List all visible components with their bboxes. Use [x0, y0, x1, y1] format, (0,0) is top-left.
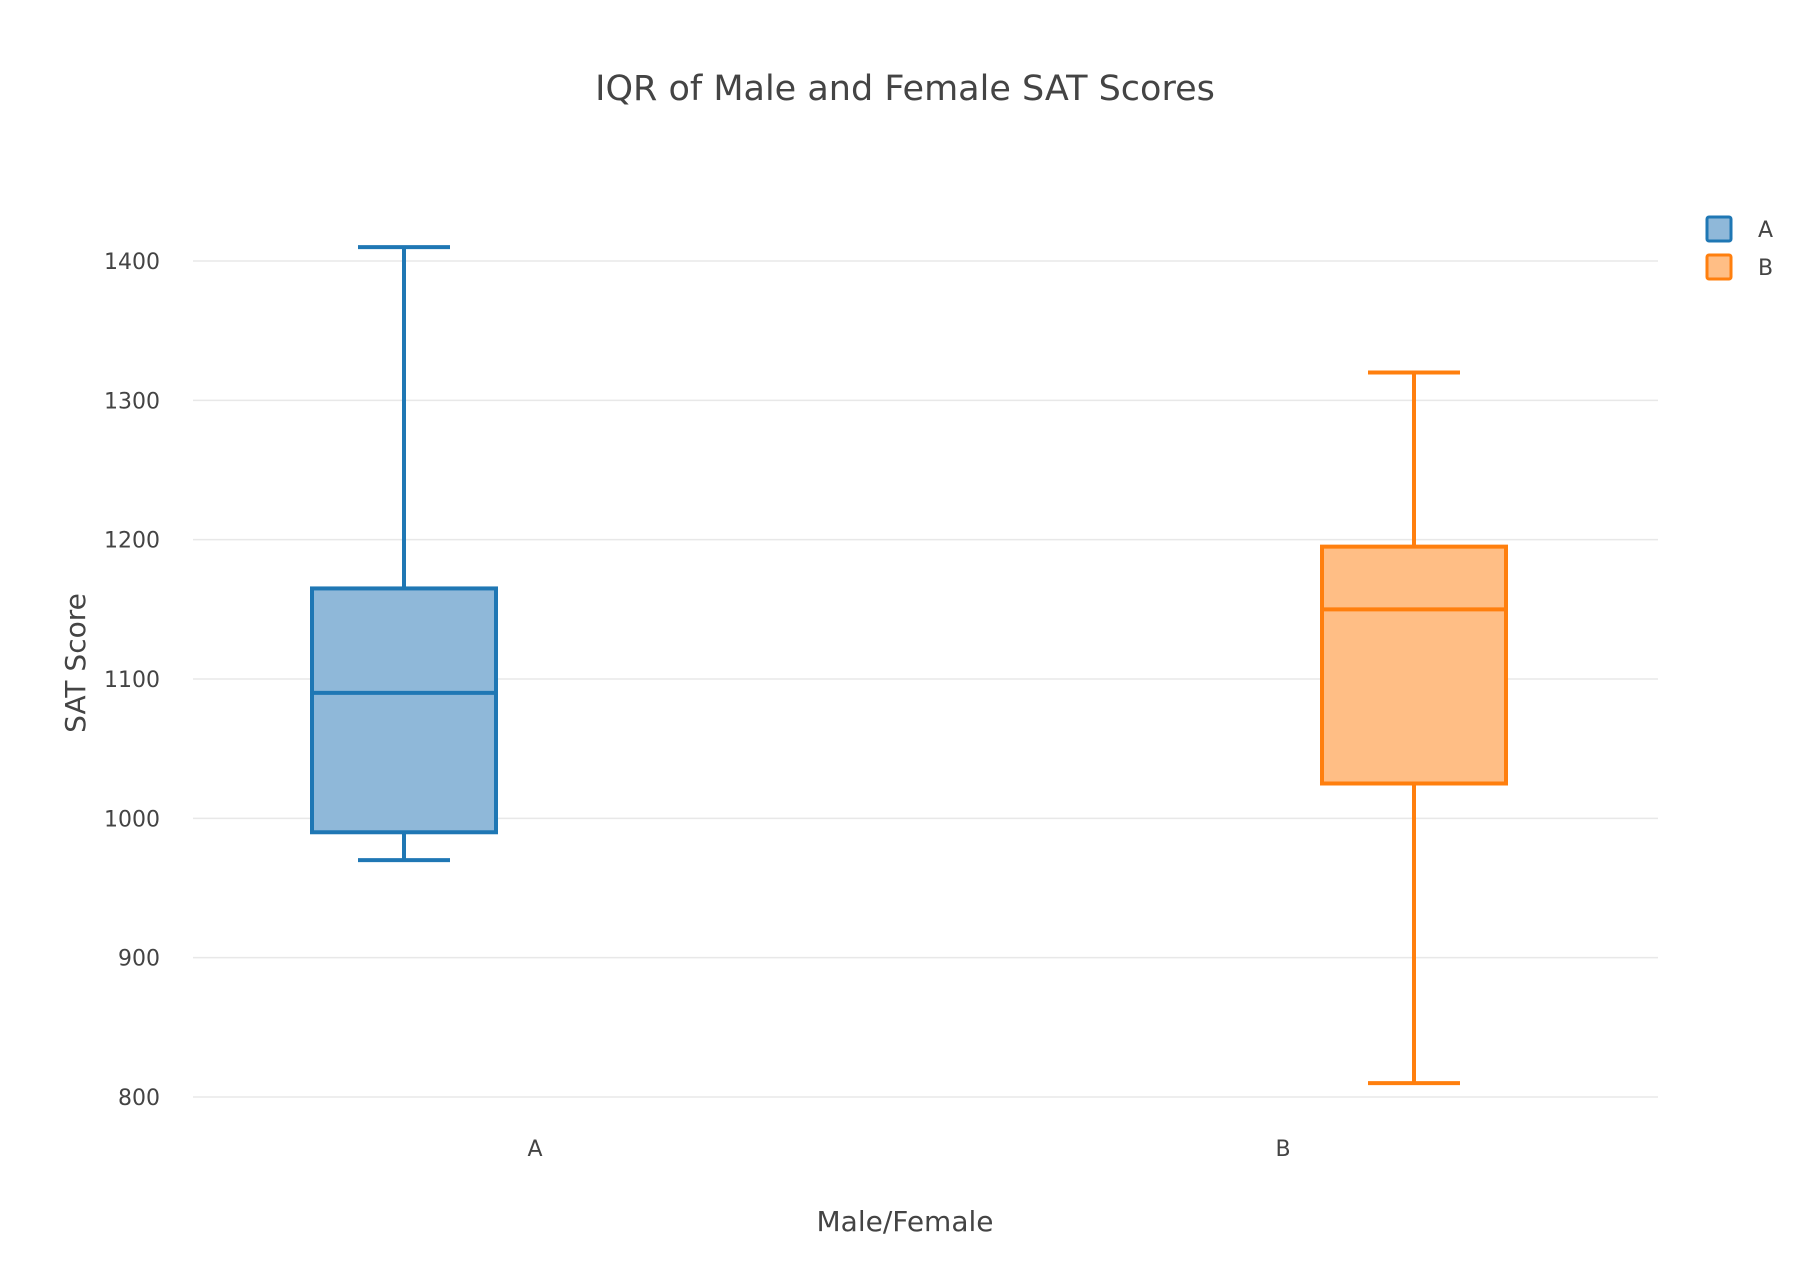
y-tick-label: 1200	[104, 529, 160, 554]
x-tick-label: A	[527, 1137, 542, 1162]
y-axis-title: SAT Score	[59, 593, 92, 733]
legend-swatch	[1705, 215, 1733, 243]
y-tick-label: 900	[118, 947, 160, 972]
y-tick-label: 1300	[104, 389, 160, 414]
legend-item-A[interactable]: A	[1705, 215, 1773, 243]
y-tick-labels: 800 900 1000 1100 1200 1300 1400	[104, 250, 160, 1111]
box-trace-B[interactable]	[1320, 370, 1508, 1086]
legend-item-B[interactable]: B	[1705, 253, 1773, 281]
chart-title: IQR of Male and Female SAT Scores	[595, 69, 1215, 109]
y-tick-label: 1400	[104, 250, 160, 275]
legend[interactable]: AB	[1705, 215, 1773, 281]
x-tick-label: B	[1275, 1137, 1290, 1162]
box-traces	[310, 245, 1508, 1086]
legend-label: B	[1758, 256, 1773, 281]
legend-swatch	[1705, 253, 1733, 281]
legend-label: A	[1758, 218, 1773, 243]
y-tick-label: 800	[118, 1086, 160, 1111]
iqr-box	[1320, 544, 1508, 786]
iqr-box	[310, 586, 498, 835]
box-trace-A[interactable]	[310, 245, 498, 863]
y-tick-label: 1100	[104, 668, 160, 693]
y-tick-label: 1000	[104, 807, 160, 832]
x-axis-title: Male/Female	[817, 1205, 994, 1238]
